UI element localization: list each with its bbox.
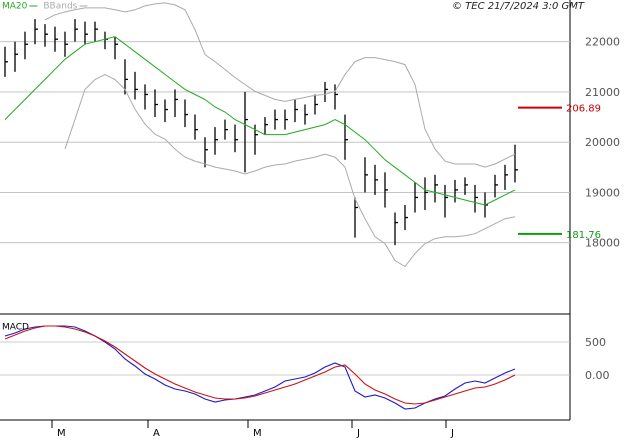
macd-line xyxy=(4,325,516,405)
y-tick-label: 0.00 xyxy=(585,369,610,382)
x-tick-label: J xyxy=(450,428,454,439)
legend-entry: BBands xyxy=(43,2,77,12)
y-tick-label: 22000 xyxy=(585,36,620,49)
band-lower xyxy=(64,73,516,268)
x-tick-label: M xyxy=(253,428,262,439)
y-tick-label: 21000 xyxy=(585,86,620,99)
band-upper xyxy=(44,2,516,168)
x-tick-label: M xyxy=(57,428,66,439)
legend-entry: MA20 xyxy=(2,2,28,12)
y-tick-label: 500 xyxy=(585,336,606,349)
y-tick-label: 20000 xyxy=(585,136,620,149)
x-tick-label: J xyxy=(356,428,360,439)
level-label: 181.76 xyxy=(566,230,601,241)
level-label: 206.89 xyxy=(566,104,601,115)
ma-line xyxy=(4,36,516,206)
x-tick-label: A xyxy=(153,428,160,439)
panel-title: MACD xyxy=(2,323,29,333)
y-tick-label: 19000 xyxy=(585,186,620,199)
y-tick-label: 18000 xyxy=(585,237,620,250)
header: © TEC 21/7/2024 3:0 GMT xyxy=(452,1,585,12)
